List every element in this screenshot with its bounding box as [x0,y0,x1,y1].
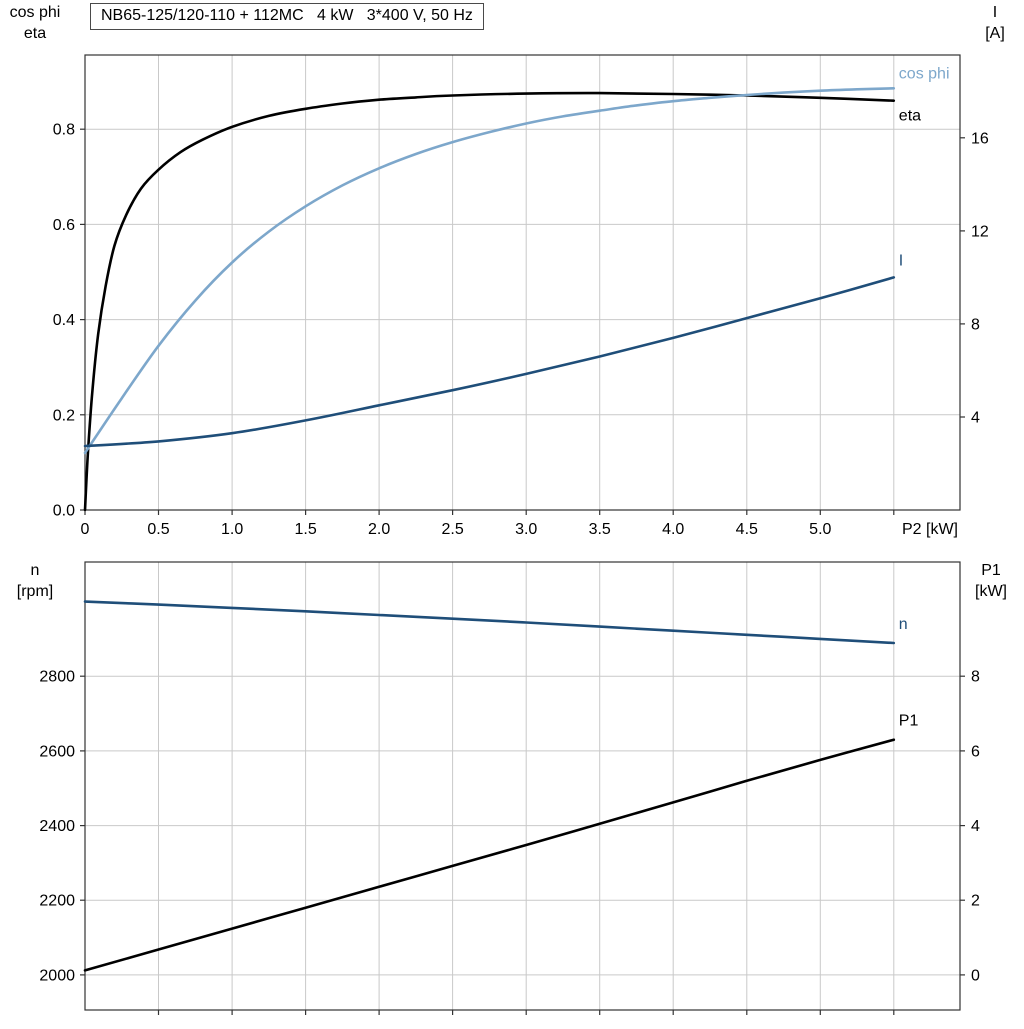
left-tick-label: 0.8 [53,122,75,139]
x-tick-label: 5.0 [809,521,831,538]
right-axis-unit-kw: [kW] [975,583,1007,600]
x-tick-label: 3.5 [589,521,611,538]
curve-eta [83,91,896,512]
right-axis-unit-amps: [A] [985,25,1005,42]
left-tick-label: 2200 [39,893,75,910]
right-tick-label: 8 [971,316,980,333]
plot-frame [84,54,961,511]
left-axis-label-eta: eta [23,25,47,42]
left-tick-label: 2800 [39,669,75,686]
left-tick-label: 0.6 [53,217,75,234]
left-axis-label-cos-phi: cos phi [9,4,61,21]
top-chart-right-axis-title: I [A] [970,2,1020,44]
plot-frame [84,561,961,1011]
right-tick-label: 16 [971,130,989,147]
left-tick-label: 2000 [39,967,75,984]
x-tick-label: 1.5 [294,521,316,538]
right-tick-label: 8 [971,669,980,686]
curve-n [83,600,896,645]
left-axis-label-speed: n [30,562,40,579]
curve-label-cos_phi: cos phi [899,65,950,82]
x-tick-label: 4.5 [736,521,758,538]
right-axis-label-current: I [992,4,998,21]
right-tick-label: 4 [971,818,980,835]
curve-label-n: n [899,616,908,633]
curve-cos_phi [83,87,896,455]
right-tick-label: 6 [971,743,980,760]
curve-label-eta: eta [899,108,921,125]
left-tick-label: 2400 [39,818,75,835]
curve-label-P1: P1 [899,713,919,730]
left-tick-label: 2600 [39,743,75,760]
top-chart-left-axis-title: cos phi eta [2,2,68,44]
bottom-chart-left-axis-title: n [rpm] [2,560,68,602]
curve-P1 [83,738,896,972]
left-tick-label: 0.0 [53,503,75,520]
left-tick-label: 0.2 [53,407,75,424]
x-tick-label: 2.5 [441,521,463,538]
right-tick-label: 12 [971,223,989,240]
right-axis-label-p1: P1 [981,562,1001,579]
curve-label-I: I [899,252,903,269]
x-tick-label: 4.0 [662,521,684,538]
x-tick-label: 1.0 [221,521,243,538]
bottom-chart-right-axis-title: P1 [kW] [962,560,1020,602]
x-axis-unit-label: P2 [kW] [902,521,958,538]
x-tick-label: 0 [81,521,90,538]
x-tick-label: 3.0 [515,521,537,538]
chart-title-box: NB65-125/120-110 + 112MC 4 kW 3*400 V, 5… [90,3,484,30]
right-tick-label: 2 [971,893,980,910]
curve-I [83,276,896,448]
right-tick-label: 4 [971,410,980,427]
right-tick-label: 0 [971,967,980,984]
x-tick-label: 0.5 [147,521,169,538]
x-tick-label: 2.0 [368,521,390,538]
left-tick-label: 0.4 [53,312,75,329]
left-axis-unit-rpm: [rpm] [16,583,54,600]
